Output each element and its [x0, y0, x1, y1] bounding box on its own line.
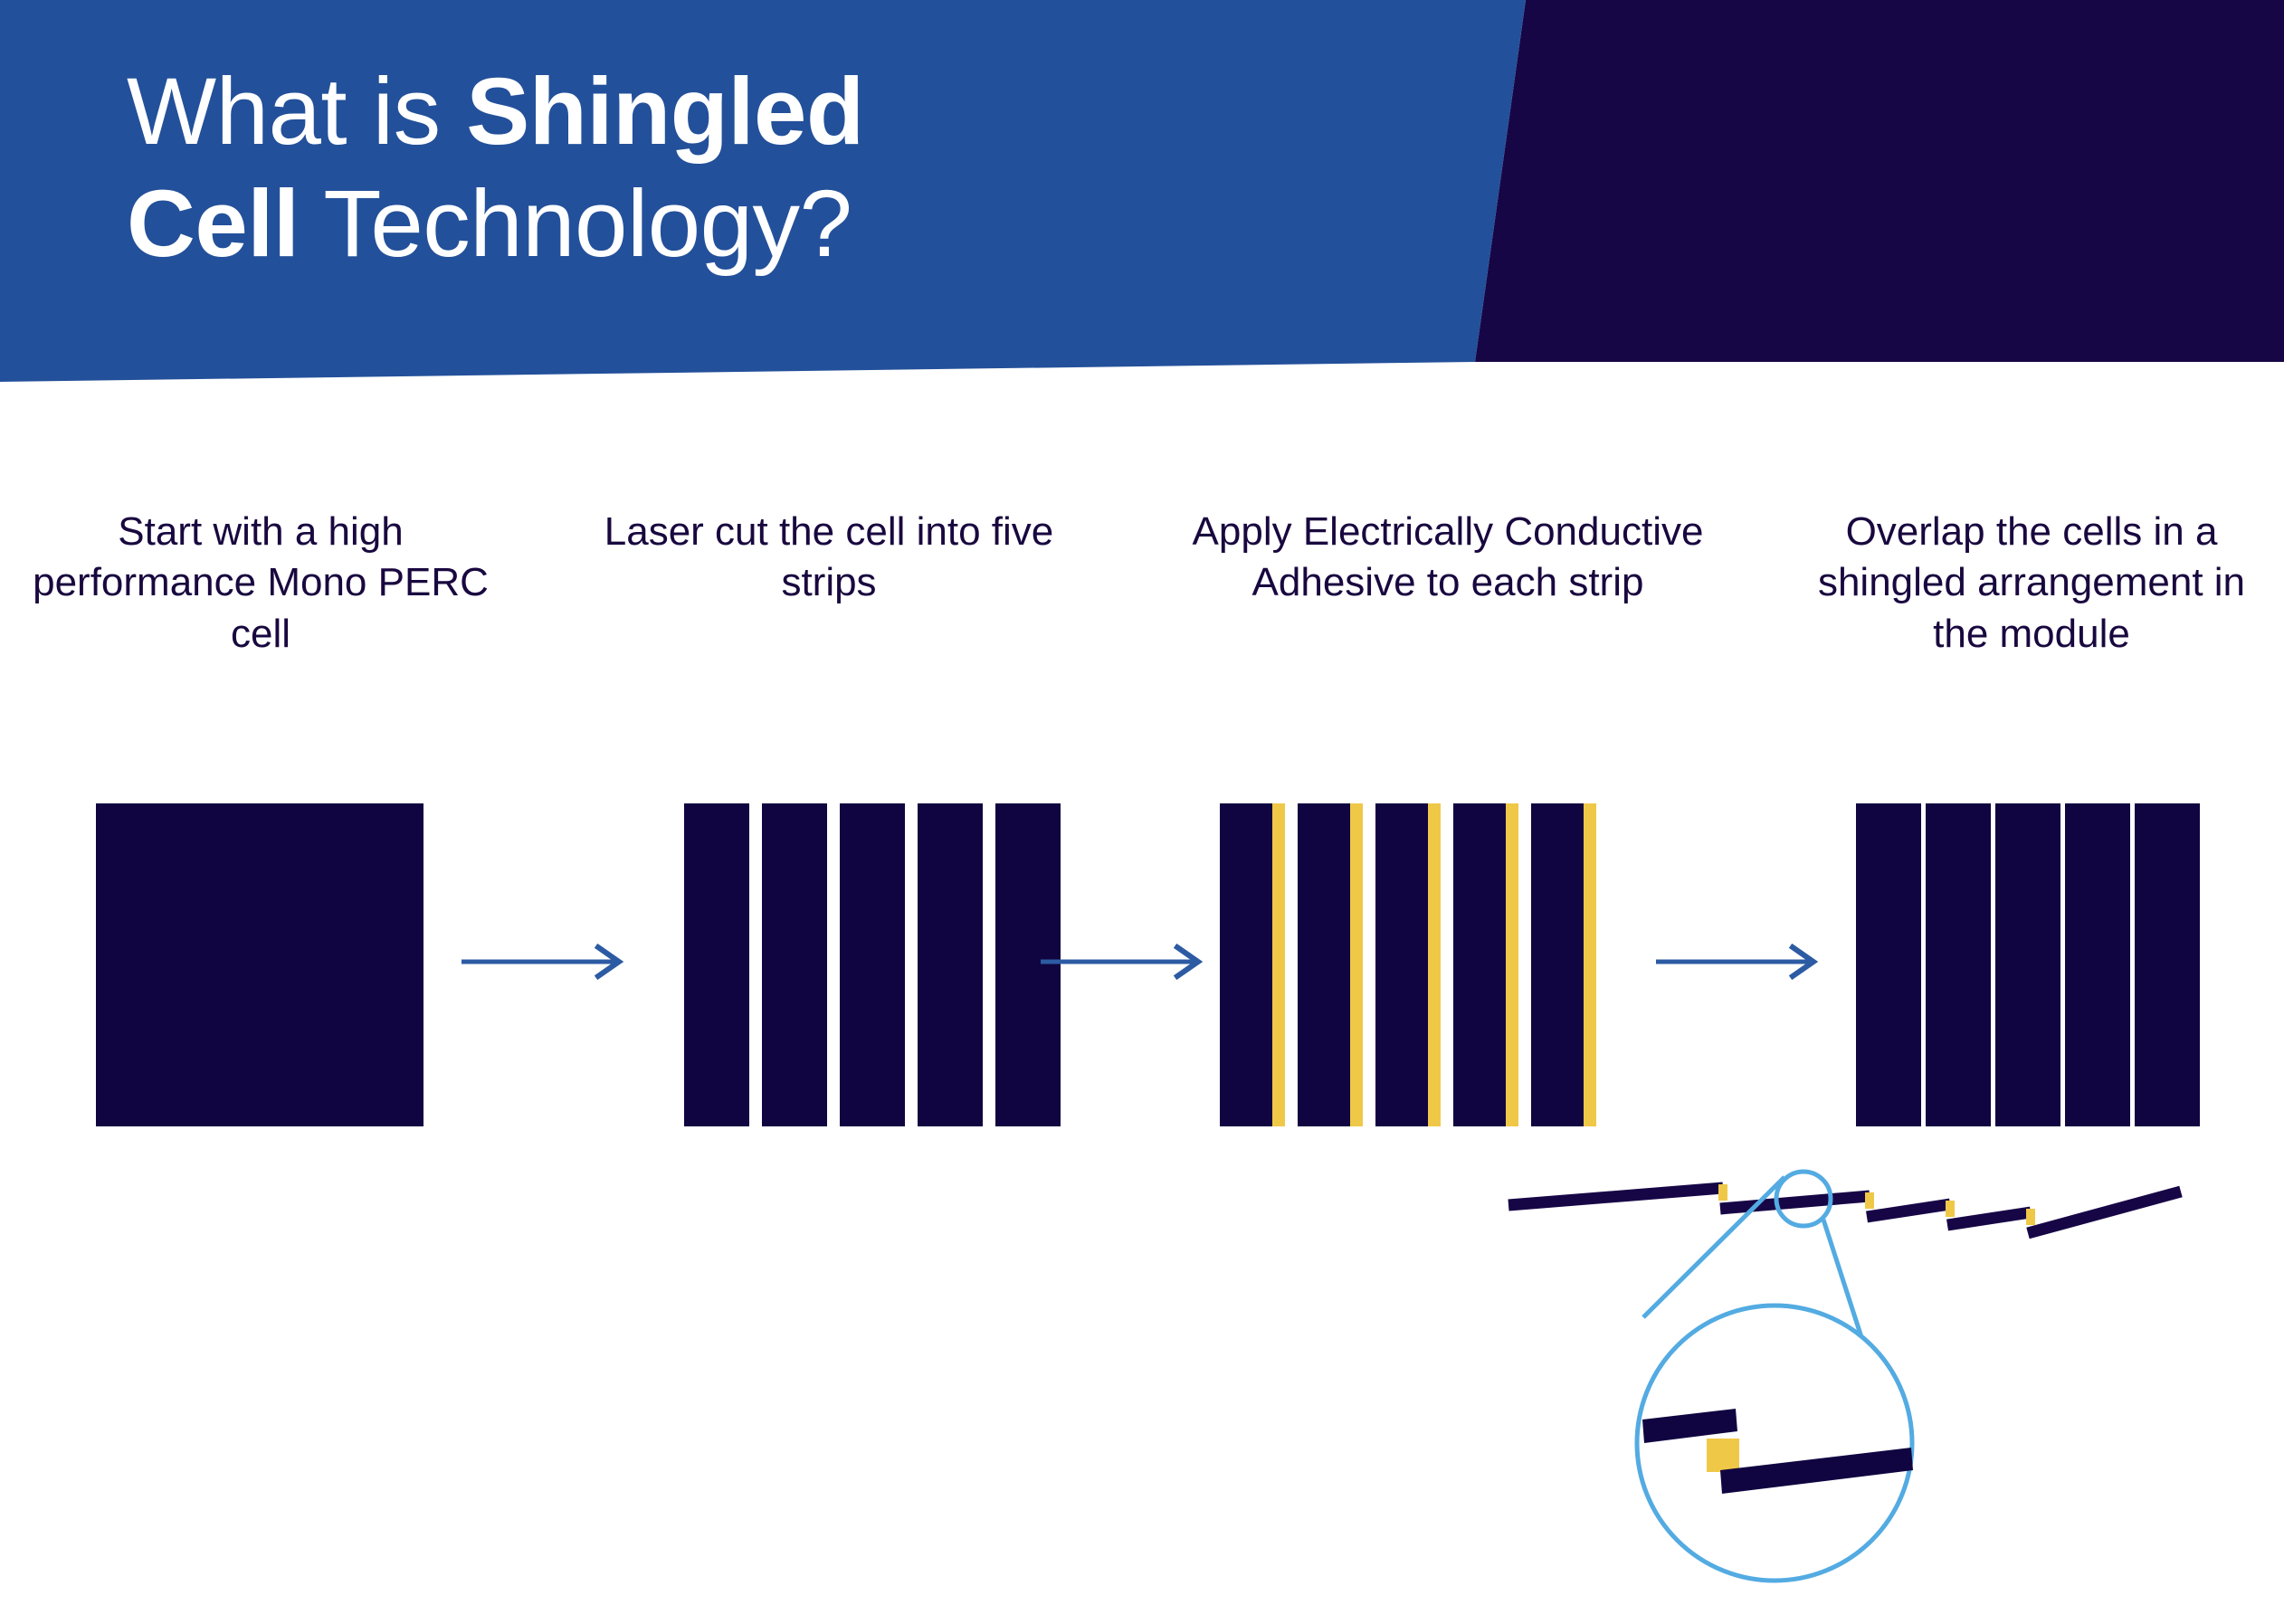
cross-section-adhesive: [2026, 1209, 2035, 1225]
step-3-figure: [1176, 803, 1719, 1129]
step-4-caption: Overlap the cells in a shingled arrangem…: [1817, 509, 2246, 656]
cell-strip: [2135, 803, 2200, 1126]
cell-strip: [1453, 803, 1506, 1126]
cell-strip: [2065, 803, 2130, 1126]
step-2-figure: [597, 803, 1061, 1129]
strip-gap: [905, 803, 918, 1126]
cross-section-bar: [1946, 1206, 2032, 1231]
step-3-group: Apply Electrically Conductive Adhesive t…: [1176, 507, 1719, 1126]
detail-bar-lower: [1720, 1448, 1913, 1494]
cell-strip: [918, 803, 983, 1126]
strip-gap: [1285, 803, 1298, 1126]
cross-section-bar: [1866, 1198, 1951, 1223]
laser-cut-strips-group: [684, 803, 1061, 1126]
adhesive-stripe: [1584, 803, 1596, 1126]
step-2-group: Laser cut the cell into five strips: [597, 507, 1061, 1126]
cell-strip: [1856, 803, 1921, 1126]
magnified-shingle-detail: [1642, 1409, 1913, 1494]
cross-section-bar: [1508, 1182, 1724, 1211]
adhesive-strips-group: [1220, 803, 1596, 1126]
title-text-technology: Technology?: [299, 170, 852, 277]
detail-adhesive-square: [1707, 1439, 1739, 1472]
arrow-right-icon-1: [460, 941, 630, 983]
cross-section-adhesive: [1865, 1192, 1874, 1209]
cross-section-adhesive: [1946, 1201, 1955, 1217]
title-text-plain: What is: [127, 59, 467, 165]
title-text-bold-shingled: Shingled: [466, 59, 864, 165]
cell-strip: [1375, 803, 1428, 1126]
step-4-figure: [1796, 803, 2267, 1129]
adhesive-stripe: [1350, 803, 1363, 1126]
cell-strip: [840, 803, 905, 1126]
step-4-group: Overlap the cells in a shingled arrangem…: [1796, 507, 2267, 1126]
cell-strip: [1531, 803, 1584, 1126]
cell-strip: [1220, 803, 1272, 1126]
step-2-caption: Laser cut the cell into five strips: [604, 509, 1054, 605]
title-line-2: Cell Technology?: [127, 171, 852, 277]
magnifier-lens-circle: [1634, 1303, 1915, 1583]
header-background-shapes: [0, 0, 2284, 382]
strip-gap: [749, 803, 762, 1126]
strip-gap: [827, 803, 840, 1126]
magnifier-callout-icon: [1508, 1169, 2183, 1583]
magnifier-focus-circle: [1774, 1169, 1833, 1229]
header-navy-shape: [1475, 0, 2284, 362]
step-1-figure: [18, 803, 503, 1129]
arrow-right-icon-2: [1039, 941, 1209, 983]
shingled-cross-section: [1508, 1182, 2183, 1239]
cell-strip: [995, 803, 1061, 1126]
detail-bar-upper: [1642, 1409, 1737, 1443]
connector-line-upper: [1642, 1175, 1786, 1319]
cross-section-bar: [2026, 1185, 2183, 1239]
cell-strip: [1298, 803, 1350, 1126]
strip-gap: [983, 803, 995, 1126]
cross-section-adhesive: [1718, 1184, 1727, 1201]
cell-strip: [684, 803, 749, 1126]
arrow-right-icon: [462, 943, 624, 981]
shingled-cells-group: [1856, 803, 2200, 1126]
cross-section-bar: [1719, 1190, 1870, 1215]
adhesive-stripe: [1272, 803, 1285, 1126]
arrow-right-icon: [1656, 943, 1819, 981]
step-3-caption: Apply Electrically Conductive Adhesive t…: [1192, 509, 1704, 605]
strip-gap: [1518, 803, 1531, 1126]
cell-strip: [1995, 803, 2060, 1126]
arrow-right-icon: [1041, 943, 1204, 981]
adhesive-stripe: [1506, 803, 1518, 1126]
title-text-bold-cell: Cell: [127, 170, 300, 277]
mono-perc-cell-shape: [96, 803, 423, 1126]
adhesive-stripe: [1428, 803, 1441, 1126]
step-1-group: Start with a high performance Mono PERC …: [18, 507, 503, 1126]
page-title: What is Shingled Cell Technology?: [127, 56, 1303, 280]
cell-strip: [762, 803, 827, 1126]
header-blue-shape: [0, 0, 1526, 382]
title-line-1: What is Shingled: [127, 59, 864, 165]
step-1-caption: Start with a high performance Mono PERC …: [33, 509, 489, 656]
arrow-right-icon-3: [1654, 941, 1824, 983]
strip-gap: [1441, 803, 1453, 1126]
cell-strip: [1926, 803, 1991, 1126]
magnifier-callout-group: [1493, 1140, 2284, 1619]
header-banner: What is Shingled Cell Technology?: [0, 0, 2284, 389]
strip-gap: [1363, 803, 1375, 1126]
